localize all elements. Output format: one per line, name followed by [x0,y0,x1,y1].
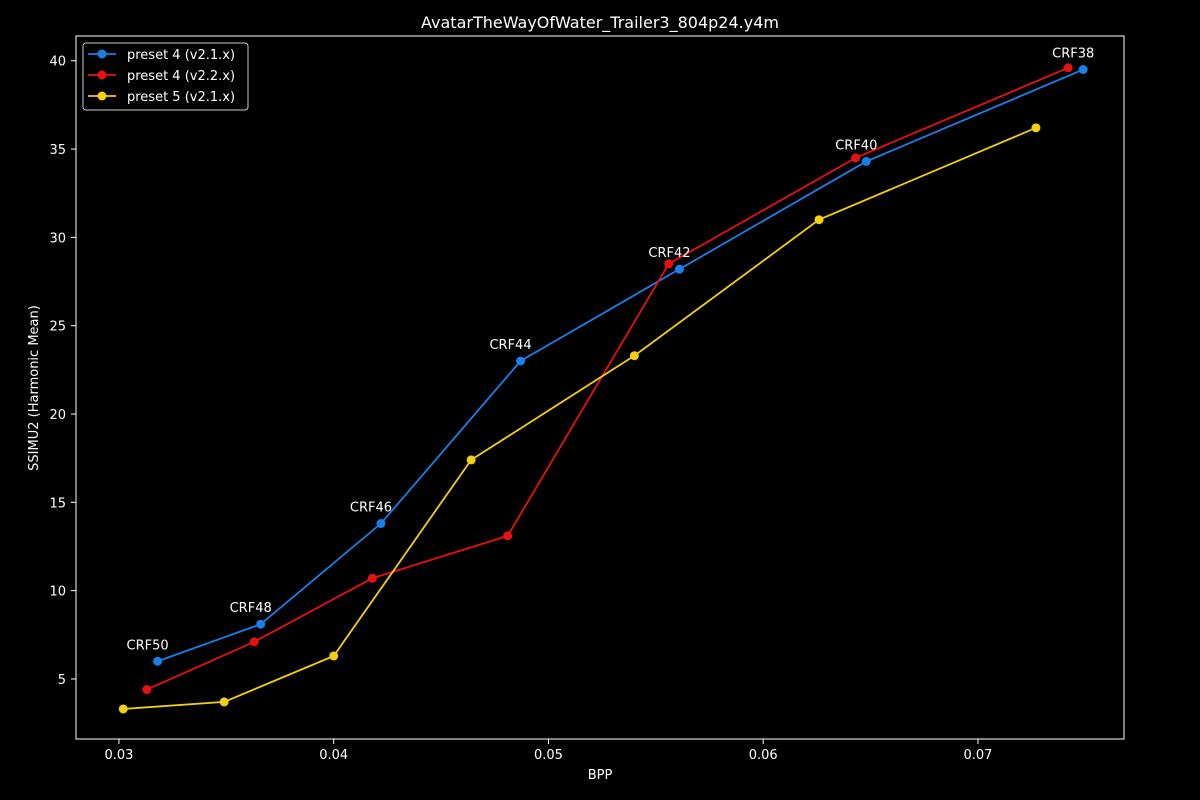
y-tick-label: 15 [49,496,66,511]
data-point [1031,123,1041,133]
legend: preset 4 (v2.1.x) preset 4 (v2.2.x) preset… [82,42,249,111]
data-point [118,704,128,714]
crf-annotation: CRF42 [648,246,690,261]
data-point [516,356,526,366]
x-tick-label: 0.03 [104,748,133,763]
data-point [1063,63,1073,73]
y-tick-label: 35 [49,143,66,158]
data-point [629,351,639,361]
data-point [674,264,684,274]
data-point [466,455,476,465]
data-point [1078,65,1088,75]
crf-annotation: CRF38 [1052,47,1094,62]
crf-annotation: CRF40 [835,138,877,153]
crf-annotation: CRF46 [350,501,392,516]
x-tick-label: 0.05 [534,748,563,763]
plot-frame [75,35,1125,740]
data-point [861,156,871,166]
legend-label: preset 4 (v2.2.x) [127,69,235,84]
series-layer [118,63,1088,714]
annotation-layer: CRF50 CRF48 CRF46 CRF44 CRF42 CRF40 CRF38 [127,47,1095,654]
x-tick-label: 0.07 [963,748,992,763]
x-tick-label: 0.06 [749,748,778,763]
data-point [376,519,386,529]
y-tick-label: 5 [58,673,66,688]
data-point [329,651,339,661]
y-tick-label: 10 [49,585,66,600]
series-line-2 [146,66,1069,691]
axis-ticks: 0.03 0.04 0.05 0.06 0.07 5 10 15 20 25 30 35 40 [49,55,992,763]
y-tick-label: 30 [49,231,66,246]
x-tick-label: 0.04 [319,748,348,763]
x-axis-label: BPP [588,768,613,783]
legend-marker [97,91,107,101]
legend-label: preset 5 (v2.1.x) [127,90,235,105]
chart-title: AvatarTheWayOfWater_Trailer3_804p24.y4m [421,13,779,33]
legend-marker [97,70,107,80]
data-point [142,685,152,695]
data-point [219,697,229,707]
y-tick-label: 20 [49,408,66,423]
data-point [664,259,674,269]
y-axis-label: SSIMU2 (Harmonic Mean) [27,305,42,471]
data-point [367,573,377,583]
y-tick-label: 25 [49,320,66,335]
data-point [851,153,861,163]
data-point [153,656,163,666]
legend-label: preset 4 (v2.1.x) [127,48,235,63]
legend-box [82,42,249,111]
legend-marker [97,49,107,59]
data-point [249,637,259,647]
crf-annotation: CRF50 [127,638,169,653]
data-point [503,531,513,541]
crf-annotation: CRF48 [230,601,272,616]
data-point [814,215,824,225]
crf-annotation: CRF44 [489,338,531,353]
data-point [256,619,266,629]
y-tick-label: 40 [49,55,66,70]
